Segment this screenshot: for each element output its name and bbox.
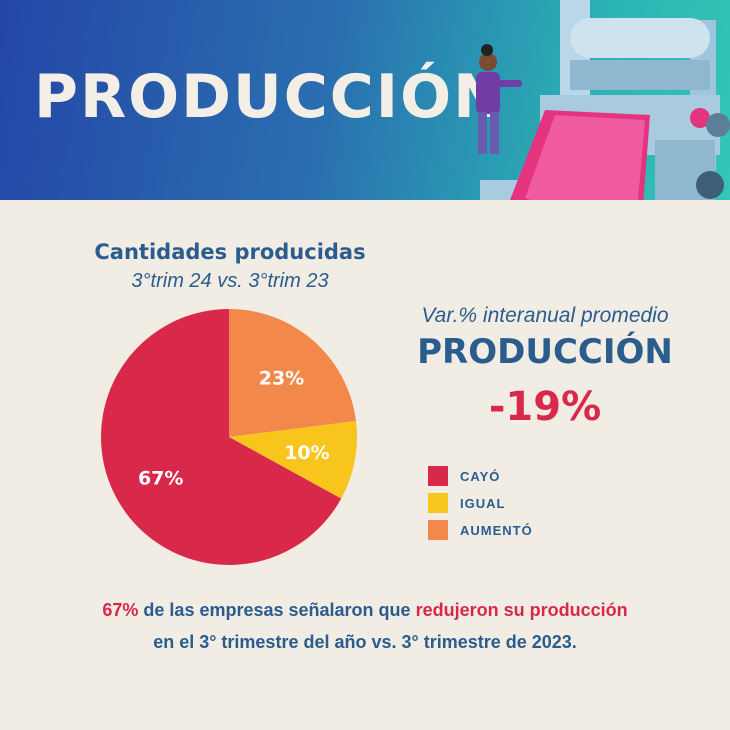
pie-data-label: 67% bbox=[138, 467, 183, 489]
footer-line-1: 67% de las empresas señalaron que reduje… bbox=[20, 594, 710, 626]
legend-label: IGUAL bbox=[460, 495, 506, 511]
footer-text: de las empresas señalaron que bbox=[138, 600, 416, 620]
chart-title: Cantidades producidas bbox=[94, 240, 366, 264]
textile-loom-illustration bbox=[476, 0, 730, 200]
legend-label: AUMENTÓ bbox=[460, 522, 533, 538]
footer-highlight-text: redujeron su producción bbox=[415, 600, 628, 620]
chart-subtitle: 3°trim 24 vs. 3°trim 23 bbox=[131, 270, 329, 292]
variation-label: Var.% interanual promedio bbox=[421, 304, 669, 327]
legend-item-aumento: AUMENTÓ bbox=[428, 518, 533, 542]
chart-legend: CAYÓ IGUAL AUMENTÓ bbox=[428, 464, 533, 545]
page-title: PRODUCCIÓN bbox=[34, 62, 506, 132]
metric-label: PRODUCCIÓN bbox=[417, 332, 673, 372]
pie-data-label: 10% bbox=[284, 442, 329, 464]
footer-line-2: en el 3° trimestre del año vs. 3° trimes… bbox=[153, 632, 577, 652]
legend-item-igual: IGUAL bbox=[428, 491, 533, 515]
legend-swatch bbox=[428, 520, 448, 540]
variation-value: -19% bbox=[488, 384, 602, 430]
legend-item-cayo: CAYÓ bbox=[428, 464, 533, 488]
footer-highlight-pct: 67% bbox=[102, 600, 139, 620]
legend-swatch bbox=[428, 466, 448, 486]
pie-slice-aumentó bbox=[229, 309, 356, 437]
legend-label: CAYÓ bbox=[460, 468, 501, 484]
pie-data-label: 23% bbox=[259, 367, 304, 389]
pie-slice-cayó bbox=[101, 309, 342, 565]
pie-slice-igual bbox=[229, 420, 358, 499]
legend-swatch bbox=[428, 493, 448, 513]
footer-note: 67% de las empresas señalaron que reduje… bbox=[20, 594, 710, 658]
pie-chart: 23% 10% 67% bbox=[101, 309, 358, 565]
header-banner: PRODUCCIÓN bbox=[0, 0, 730, 200]
